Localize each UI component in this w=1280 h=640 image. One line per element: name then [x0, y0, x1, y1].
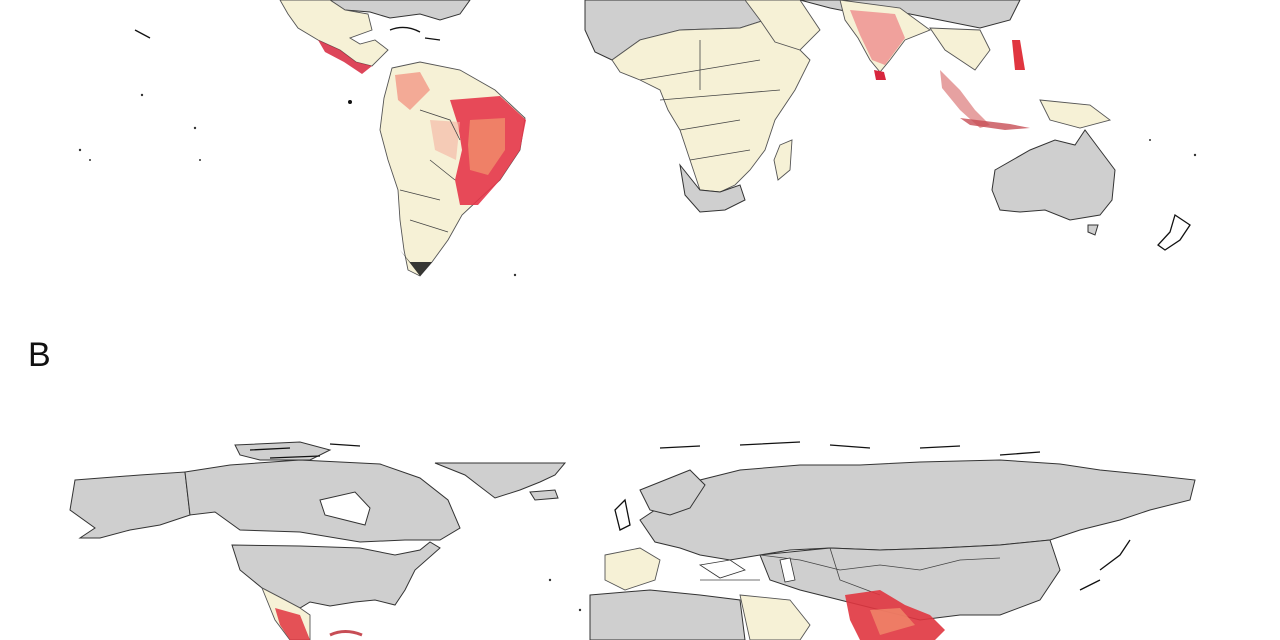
black-sea	[698, 559, 746, 579]
arctic-islands	[234, 441, 332, 461]
sri-lanka-hotspot	[874, 70, 886, 80]
central-africa-region	[611, 19, 811, 193]
philippines-hotspot	[1012, 40, 1025, 70]
cuba-coast	[389, 26, 421, 33]
map-panel-b	[0, 430, 1280, 640]
alaska	[69, 471, 191, 539]
arabian-peninsula	[744, 0, 821, 51]
central-america-hotspot	[318, 40, 372, 74]
caspian-sea	[779, 557, 796, 583]
scandinavia	[639, 469, 706, 516]
china-central-asia	[759, 539, 1061, 621]
north-africa	[589, 589, 746, 640]
madagascar	[773, 139, 793, 181]
mexico-hotspot	[275, 608, 310, 640]
iberia-france	[604, 547, 661, 591]
southeast-asia-region	[929, 27, 991, 71]
cuba-hotspot	[329, 630, 363, 637]
new-zealand	[1157, 213, 1191, 251]
hudson-bay	[319, 491, 371, 526]
india-hotspot	[850, 10, 905, 65]
map-panel-a	[0, 0, 1280, 300]
panel-label-b: B	[28, 336, 51, 374]
java-hotspot	[960, 118, 1030, 130]
british-isles	[614, 498, 631, 531]
arabia	[739, 594, 811, 640]
usa-region	[329, 0, 471, 21]
mexico-region	[279, 0, 389, 67]
usa	[231, 541, 441, 609]
southern-africa-region	[679, 163, 746, 213]
australia	[991, 129, 1116, 221]
europe-russia	[639, 459, 1196, 561]
pacific-islands	[78, 29, 1197, 277]
world-map-a	[78, 0, 1197, 277]
world-map-b	[69, 441, 1196, 640]
japan	[1079, 539, 1131, 591]
greenland	[434, 462, 567, 499]
new-guinea	[1039, 99, 1112, 129]
